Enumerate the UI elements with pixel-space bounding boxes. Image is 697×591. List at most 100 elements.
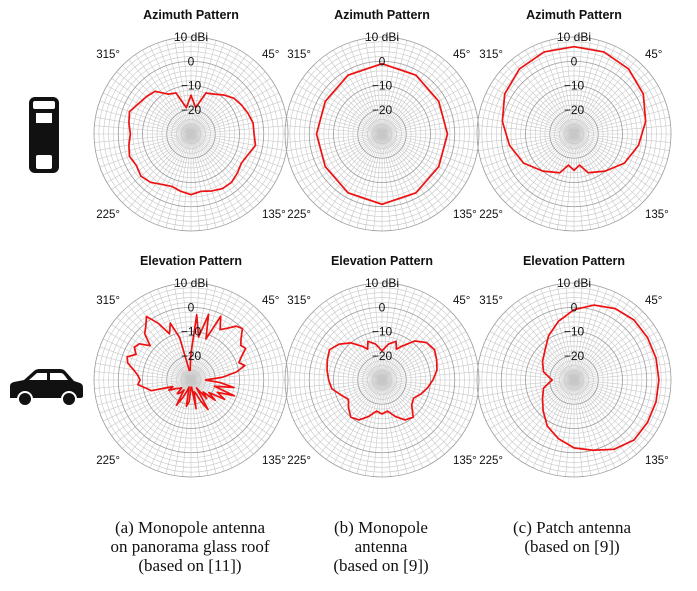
radius-gridline	[132, 75, 250, 193]
radius-gridline	[98, 41, 284, 227]
angle-tick-label: 315°	[479, 49, 503, 61]
radius-gridline	[530, 336, 618, 424]
series-line	[126, 313, 247, 411]
angle-tick-label: 135°	[453, 209, 477, 221]
chart-title: Azimuth Pattern	[143, 8, 239, 22]
radius-major-gridline	[308, 306, 456, 454]
radius-tick-label: −20	[372, 103, 393, 117]
angle-tick-label: 135°	[262, 455, 286, 467]
radius-tick-label: 0	[571, 54, 578, 68]
car-top-view-icon	[29, 97, 59, 173]
radius-gridline	[289, 41, 475, 227]
series-line	[326, 340, 438, 421]
radius-gridline	[486, 292, 662, 468]
radius-tick-label: 10 dBi	[365, 276, 399, 290]
radius-gridline	[510, 316, 638, 444]
radius-gridline	[137, 80, 245, 188]
radius-gridline	[367, 119, 397, 149]
polar-chart-3: Azimuth Pattern 10 dBi 0 −10 −20 45° 135° 225° 3…	[476, 8, 672, 232]
radius-gridline	[294, 46, 470, 222]
radius-tick-label: 0	[188, 300, 195, 314]
angle-tick-label: 315°	[96, 49, 120, 61]
radius-gridline	[313, 65, 451, 203]
chart-title: Azimuth Pattern	[526, 8, 622, 22]
radius-gridline	[328, 80, 436, 188]
radius-gridline	[362, 360, 402, 400]
radius-tick-label: 10 dBi	[557, 30, 591, 44]
angle-tick-label: 315°	[479, 295, 503, 307]
angle-tick-label: 45°	[645, 49, 662, 61]
radius-gridline	[132, 321, 250, 439]
radius-gridline	[113, 56, 269, 212]
radius-major-gridline	[525, 331, 623, 429]
radius-gridline	[108, 51, 274, 217]
radius-gridline	[313, 311, 451, 449]
radius-gridline	[362, 114, 402, 154]
polar-chart-5: Elevation Pattern 10 dBi 0 −10 −20 45° 135° 225…	[284, 254, 480, 478]
radius-gridline	[323, 321, 441, 439]
series-line	[541, 304, 660, 452]
radius-tick-label: −10	[181, 79, 202, 93]
angle-tick-label: 225°	[287, 209, 311, 221]
angle-tick-label: 45°	[453, 49, 470, 61]
radius-gridline	[534, 94, 614, 174]
angle-tick-label: 225°	[479, 455, 503, 467]
radius-major-gridline	[549, 355, 599, 405]
figure: Azimuth Pattern 10 dBi 0 −10 −20 45° 135° 225° 3…	[93, 8, 672, 478]
radius-tick-label: −10	[564, 325, 585, 339]
radius-gridline	[147, 336, 235, 424]
radius-gridline	[496, 302, 652, 458]
radius-gridline	[147, 90, 235, 178]
radius-gridline	[176, 119, 206, 149]
radius-gridline	[342, 94, 422, 174]
radius-major-gridline	[357, 109, 407, 159]
radius-gridline	[515, 75, 633, 193]
radius-tick-label: 0	[571, 300, 578, 314]
radius-gridline	[568, 374, 580, 386]
radius-major-gridline	[476, 282, 672, 478]
radius-gridline	[98, 287, 284, 473]
radius-gridline	[544, 350, 604, 410]
angle-tick-label: 45°	[262, 295, 279, 307]
radius-gridline	[161, 104, 221, 164]
angle-tick-label: 45°	[453, 295, 470, 307]
caption-a: (a) Monopole antenna on panorama glass r…	[110, 518, 270, 575]
radius-gridline	[113, 302, 269, 458]
radius-major-gridline	[142, 331, 240, 429]
polar-chart-2: Azimuth Pattern 10 dBi 0 −10 −20 45° 135° 225° 3…	[284, 8, 480, 232]
chart-title: Elevation Pattern	[523, 254, 625, 268]
radius-gridline	[539, 99, 609, 169]
radius-gridline	[304, 302, 460, 458]
series-line	[501, 45, 647, 174]
chart-title: Elevation Pattern	[140, 254, 242, 268]
radius-tick-label: −10	[372, 79, 393, 93]
angle-tick-label: 315°	[287, 295, 311, 307]
radius-gridline	[496, 56, 652, 212]
radius-major-gridline	[525, 85, 623, 183]
radius-gridline	[151, 340, 231, 420]
radius-tick-label: 0	[379, 54, 386, 68]
radius-gridline	[181, 124, 202, 145]
radius-gridline	[185, 128, 197, 140]
radius-gridline	[338, 336, 426, 424]
radius-tick-label: 10 dBi	[557, 276, 591, 290]
radius-gridline	[103, 292, 279, 468]
radius-tick-label: −20	[181, 349, 202, 363]
radius-major-gridline	[117, 60, 265, 208]
radius-gridline	[171, 114, 211, 154]
radius-tick-label: −10	[372, 325, 393, 339]
series-line	[315, 62, 449, 206]
angle-tick-label: 225°	[96, 209, 120, 221]
radius-gridline	[554, 114, 594, 154]
radius-major-gridline	[476, 36, 672, 232]
polar-chart-1: Azimuth Pattern 10 dBi 0 −10 −20 45° 135° 225° 3…	[93, 8, 289, 232]
radius-gridline	[347, 99, 417, 169]
radius-gridline	[481, 287, 667, 473]
radius-gridline	[323, 75, 441, 193]
radius-gridline	[108, 297, 274, 463]
radius-gridline	[481, 41, 667, 227]
radius-gridline	[156, 99, 226, 169]
radius-major-gridline	[166, 109, 216, 159]
radius-gridline	[289, 287, 475, 473]
radius-tick-label: 0	[379, 300, 386, 314]
